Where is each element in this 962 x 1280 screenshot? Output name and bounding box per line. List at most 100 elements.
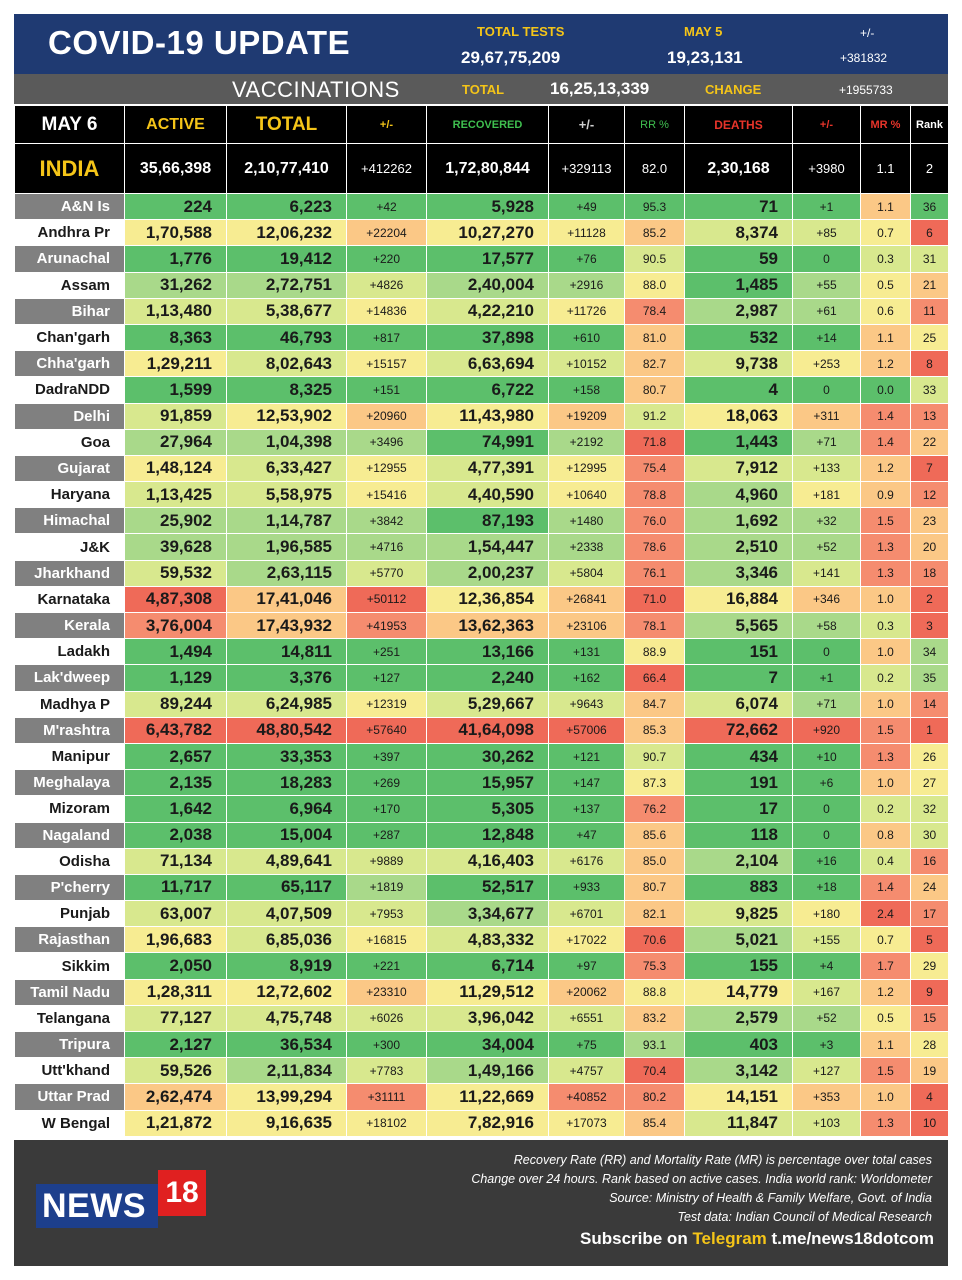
cell-total: 1,96,585 (226, 533, 347, 561)
cell-rank: 25 (910, 323, 949, 352)
cell-rr: 85.6 (624, 821, 685, 849)
state-name: Andhra Pr (14, 219, 125, 247)
cell-rr: 90.5 (624, 245, 685, 273)
cell-total: 1,14,787 (226, 507, 347, 535)
india-total-change: +412262 (346, 143, 427, 194)
cell-tc: +15157 (346, 350, 427, 378)
cell-deaths: 9,738 (684, 350, 793, 378)
state-name: M'rashtra (14, 716, 125, 744)
cell-rr: 75.4 (624, 454, 685, 483)
cell-tc: +16815 (346, 926, 427, 954)
cell-rr: 78.4 (624, 297, 685, 325)
state-name: Jharkhand (14, 559, 125, 587)
table-row: Goa 27,964 1,04,398 +3496 74,991 +2192 71.8 1,4… (14, 428, 949, 456)
cell-total: 36,534 (226, 1030, 347, 1059)
table-row: Lak'dweep 1,129 3,376 +127 2,240 +162 66.4 7 +1 0… (14, 664, 949, 692)
cell-rec: 3,96,042 (426, 1004, 549, 1033)
cell-deaths: 9,825 (684, 900, 793, 928)
cell-active: 6,43,782 (124, 716, 227, 744)
cell-rc: +47 (548, 821, 625, 849)
cell-rc: +162 (548, 664, 625, 692)
cell-total: 6,964 (226, 795, 347, 823)
cell-dc: +167 (792, 978, 861, 1006)
cell-active: 2,038 (124, 821, 227, 849)
cell-active: 1,494 (124, 638, 227, 666)
state-name: Tamil Nadu (14, 978, 125, 1006)
cell-tc: +9889 (346, 847, 427, 875)
state-name: Manipur (14, 742, 125, 771)
table-row: Tripura 2,127 36,534 +300 34,004 +75 93.1 403 +3… (14, 1030, 949, 1059)
cell-rc: +23106 (548, 611, 625, 640)
cell-rank: 28 (910, 1030, 949, 1059)
col-rank: Rank (910, 105, 949, 144)
state-name: Madhya P (14, 690, 125, 718)
state-name: Tripura (14, 1030, 125, 1059)
cell-rec: 17,577 (426, 245, 549, 273)
cell-total: 5,58,975 (226, 481, 347, 509)
cell-rank: 16 (910, 847, 949, 875)
cell-active: 1,642 (124, 795, 227, 823)
cell-rank: 19 (910, 1057, 949, 1085)
footnote-test-data: Test data: Indian Council of Medical Res… (677, 1210, 932, 1224)
cell-rc: +2916 (548, 271, 625, 299)
cell-rank: 22 (910, 428, 949, 456)
cell-total: 48,80,542 (226, 716, 347, 744)
cell-total: 12,72,602 (226, 978, 347, 1006)
cell-total: 13,99,294 (226, 1083, 347, 1111)
cell-rc: +49 (548, 192, 625, 221)
table-row: Telangana 77,127 4,75,748 +6026 3,96,042 +655… (14, 1004, 949, 1033)
cell-dc: +3 (792, 1030, 861, 1059)
cell-deaths: 14,151 (684, 1083, 793, 1111)
cell-total: 6,85,036 (226, 926, 347, 954)
cell-tc: +20960 (346, 402, 427, 430)
cell-rec: 11,29,512 (426, 978, 549, 1006)
state-name: Lak'dweep (14, 664, 125, 692)
total-tests-value: 29,67,75,209 (461, 48, 561, 67)
cell-rec: 74,991 (426, 428, 549, 456)
state-name: Punjab (14, 900, 125, 928)
cell-total: 15,004 (226, 821, 347, 849)
cell-rr: 70.4 (624, 1057, 685, 1085)
cell-active: 59,526 (124, 1057, 227, 1085)
cell-rc: +610 (548, 323, 625, 352)
cell-deaths: 16,884 (684, 585, 793, 614)
cell-total: 4,07,509 (226, 900, 347, 928)
cell-total: 2,63,115 (226, 559, 347, 587)
covid-update-infographic: COVID-19 UPDATE TOTAL TESTS 29,67,75,209… (14, 14, 949, 1266)
cell-rc: +1480 (548, 507, 625, 535)
cell-rr: 80.2 (624, 1083, 685, 1111)
cell-deaths: 118 (684, 821, 793, 849)
cell-tc: +4716 (346, 533, 427, 561)
telegram-link[interactable]: t.me/news18dotcom (771, 1229, 935, 1248)
cell-rr: 90.7 (624, 742, 685, 771)
cell-deaths: 883 (684, 873, 793, 902)
footnote-change: Change over 24 hours. Rank based on acti… (471, 1172, 932, 1186)
cell-rank: 7 (910, 454, 949, 483)
cell-total: 8,02,643 (226, 350, 347, 378)
cell-rank: 10 (910, 1109, 949, 1137)
cell-rec: 11,43,980 (426, 402, 549, 430)
cell-rank: 17 (910, 900, 949, 928)
cell-dc: +18 (792, 873, 861, 902)
cell-rc: +26841 (548, 585, 625, 614)
table-row: Bihar 1,13,480 5,38,677 +14836 4,22,210 +1172… (14, 297, 949, 325)
table-row: Arunachal 1,776 19,412 +220 17,577 +76 90.5 59 0… (14, 245, 949, 273)
cell-active: 39,628 (124, 533, 227, 561)
cell-rc: +6701 (548, 900, 625, 928)
footnote-source: Source: Ministry of Health & Family Welf… (609, 1191, 932, 1205)
cell-dc: +103 (792, 1109, 861, 1137)
table-row: Mizoram 1,642 6,964 +170 5,305 +137 76.2 17 0 0.2… (14, 795, 949, 823)
cell-rank: 35 (910, 664, 949, 692)
cell-deaths: 1,692 (684, 507, 793, 535)
cell-tc: +170 (346, 795, 427, 823)
col-date: MAY 6 (14, 105, 125, 144)
cell-mr: 1.3 (860, 559, 911, 587)
cell-rc: +121 (548, 742, 625, 771)
cell-mr: 1.2 (860, 978, 911, 1006)
cell-rc: +40852 (548, 1083, 625, 1111)
cell-active: 2,62,474 (124, 1083, 227, 1111)
cell-rank: 24 (910, 873, 949, 902)
cell-active: 1,776 (124, 245, 227, 273)
cell-active: 1,21,872 (124, 1109, 227, 1137)
cell-rec: 5,29,667 (426, 690, 549, 718)
